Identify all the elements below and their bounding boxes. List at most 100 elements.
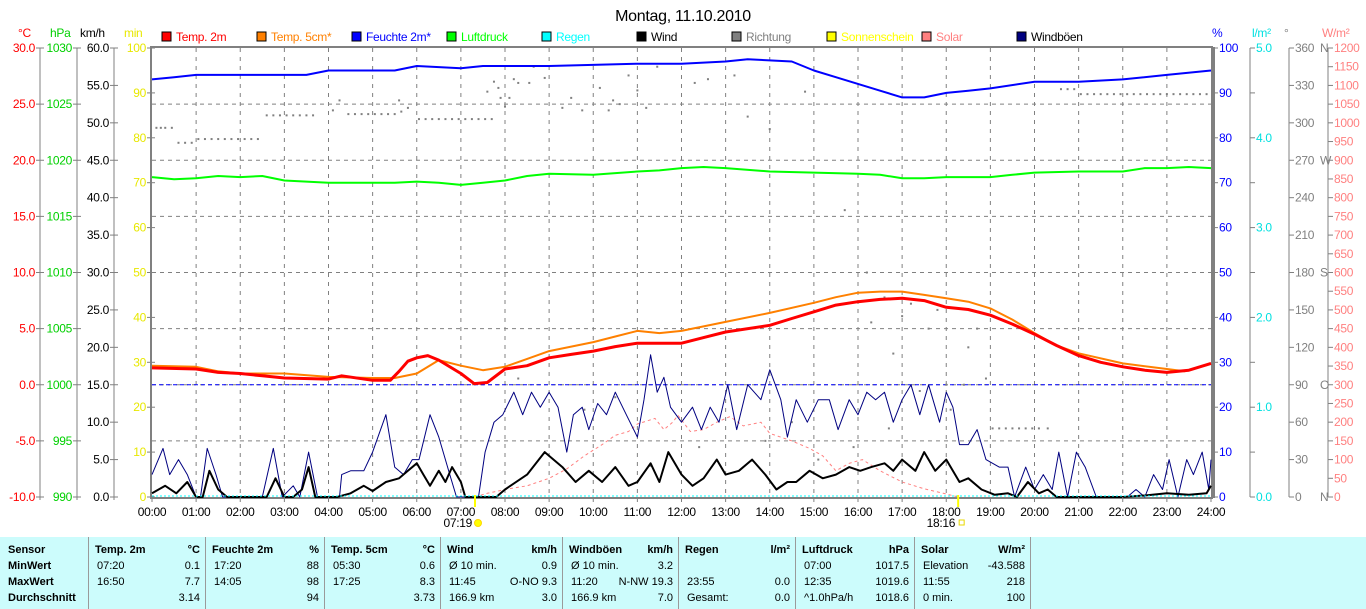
direction-point (1086, 93, 1089, 96)
solar-axis-tick-label: 600 (1334, 266, 1354, 280)
x-axis-tick-label: 14:00 (755, 505, 784, 519)
stats-column-solar: Solar W/m² Elevation -43.588 11:55 218 0 min. 1… (914, 537, 1031, 609)
column-unit: W/m² (998, 544, 1025, 556)
legend-item: Luftdruck (446, 30, 509, 44)
chart-background (0, 0, 1366, 537)
press-axis-unit: hPa (50, 26, 71, 40)
hum-axis-tick-label: 60 (1219, 221, 1232, 235)
x-axis-tick-label: 10:00 (579, 505, 608, 519)
min-axis-tick-label: 10 (133, 445, 146, 459)
series-temp-5cm (151, 290, 1212, 379)
plot-area (151, 58, 1212, 498)
column-unit: % (309, 544, 319, 556)
direction-point (618, 103, 621, 106)
direction-point (393, 113, 396, 116)
direction-point (457, 118, 460, 121)
direction-point (581, 109, 584, 112)
press-axis-tick-label: 995 (53, 434, 73, 448)
direction-point (380, 113, 383, 116)
direction-point (636, 89, 639, 92)
direction-point (1165, 93, 1168, 96)
solar-axis-tick-label: 700 (1334, 228, 1354, 242)
direction-point (484, 118, 487, 121)
solar-axis-tick-label: 350 (1334, 359, 1354, 373)
stats-column-wind: Wind km/h Ø 10 min. 0.9 11:45 O-NO 9.3 166.9 k… (440, 537, 563, 609)
direction-point (1059, 88, 1062, 91)
direction-point (437, 118, 440, 121)
dir-axis-tick-label: 300 (1295, 116, 1315, 130)
x-axis-tick-label: 12:00 (667, 505, 696, 519)
stats-row-labels: Sensor MinWert MaxWert Durchschnitt (0, 537, 88, 609)
legend-label: Temp. 5cm* (271, 30, 332, 44)
x-axis-tick-label: 02:00 (226, 505, 255, 519)
weather-chart: Montag, 11.10.2010 °C -10.0 -5.0 0.0 5.0 10.0… (0, 0, 1366, 537)
legend-item: Windböen (1016, 30, 1083, 44)
solar-axis-tick-label: 800 (1334, 191, 1354, 205)
x-axis-tick-label: 07:00 (447, 505, 476, 519)
direction-point (1119, 93, 1122, 96)
stat-value: -43.588 (987, 560, 1025, 572)
direction-point (804, 90, 807, 93)
direction-point (1112, 93, 1115, 96)
legend-swatch (636, 31, 647, 42)
wind-axis-tick-label: 5.0 (93, 453, 109, 467)
compass-label: S (1320, 266, 1328, 280)
stat-value: 100 (1006, 592, 1025, 604)
direction-point (1146, 93, 1149, 96)
direction-point (331, 109, 334, 112)
direction-point (464, 118, 467, 121)
temp-axis-tick-label: -5.0 (16, 434, 36, 448)
solar-axis-unit: W/m² (1322, 26, 1350, 40)
direction-point (528, 81, 531, 84)
wind-axis-tick-label: 10.0 (87, 415, 110, 429)
dir-axis-tick-label: 270 (1295, 153, 1315, 167)
legend-item: Richtung (731, 30, 791, 44)
series-solar (474, 414, 959, 498)
stat-value: 88 (306, 560, 319, 572)
min-axis-tick-label: 100 (127, 41, 147, 55)
solar-axis-tick-label: 850 (1334, 172, 1354, 186)
direction-point (656, 65, 659, 68)
stats-column-luftdruck: Luftdruck hPa 07:00 1017.5 12:35 1019.6 ^1.0hP… (795, 537, 915, 609)
direction-point (170, 126, 173, 129)
hum-axis-tick-label: 90 (1219, 86, 1232, 100)
solar-axis-tick-label: 500 (1334, 303, 1354, 317)
min-axis-unit: min (124, 26, 142, 40)
direction-point (164, 126, 167, 129)
stats-column-temp-5cm: Temp. 5cm °C 05:30 0.6 17:25 8.3 3.73 (324, 537, 441, 609)
hum-axis-tick-label: 70 (1219, 176, 1232, 190)
dir-axis-tick-label: 240 (1295, 191, 1315, 205)
x-axis-tick-label: 03:00 (270, 505, 299, 519)
direction-point (1198, 93, 1201, 96)
direction-point (223, 138, 226, 141)
direction-point (360, 113, 363, 116)
stat-label: Ø 10 min. (449, 560, 497, 572)
hum-axis-tick-label: 100 (1219, 41, 1239, 55)
temp-axis-tick-label: -10.0 (9, 490, 35, 504)
direction-point (431, 118, 434, 121)
legend-swatch (161, 31, 172, 42)
direction-point (870, 321, 873, 324)
sun-icon (473, 519, 482, 527)
column-title: Luftdruck (802, 544, 853, 556)
direction-point (400, 110, 403, 113)
dir-axis-tick-label: 0 (1295, 490, 1302, 504)
stat-value: 0.6 (419, 560, 435, 572)
direction-point (706, 78, 709, 81)
direction-point (203, 138, 206, 141)
temp-axis-tick-label: 30.0 (13, 41, 36, 55)
stat-label: 14:05 (214, 576, 242, 588)
direction-point (1205, 93, 1208, 96)
direction-point (768, 128, 771, 131)
direction-point (492, 80, 495, 83)
column-unit: °C (422, 544, 435, 556)
dir-axis-tick-label: 360 (1295, 41, 1315, 55)
direction-point (693, 81, 696, 84)
solar-axis-tick-label: 1150 (1334, 60, 1359, 74)
stat-value: 8.3 (419, 576, 435, 588)
direction-point (265, 114, 268, 117)
stat-label: 17:20 (214, 560, 242, 572)
x-axis-tick-label: 11:00 (624, 505, 652, 519)
direction-point (1031, 427, 1034, 430)
legend-label: Temp. 2m (176, 30, 227, 44)
